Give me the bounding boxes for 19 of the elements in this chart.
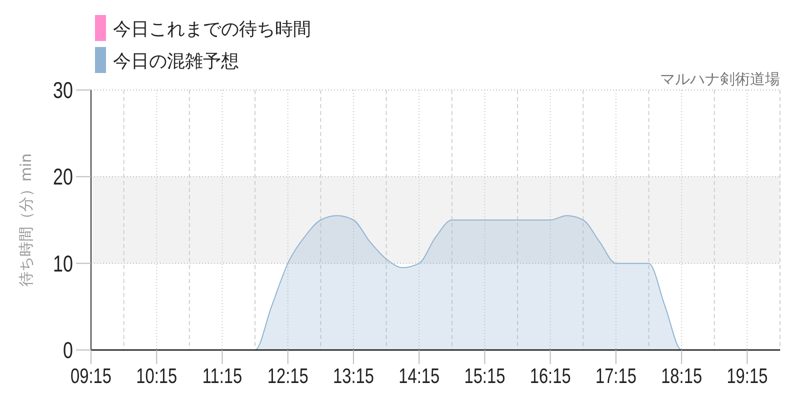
x-tick-label: 13:15 — [332, 364, 374, 388]
chart-subtitle: マルハナ剣術道場 — [660, 70, 780, 88]
legend-label: 今日の混雑予想 — [113, 51, 239, 72]
x-tick-label: 09:15 — [70, 364, 112, 388]
x-tick-label: 19:15 — [726, 364, 768, 388]
x-tick-label: 14:15 — [398, 364, 440, 388]
legend-label: 今日これまでの待ち時間 — [113, 19, 311, 40]
x-tick-label: 11:15 — [202, 364, 242, 388]
x-tick-label: 17:15 — [595, 364, 636, 388]
y-tick-label: 0 — [63, 338, 73, 364]
x-tick-label: 12:15 — [267, 364, 308, 388]
x-tick-label: 16:15 — [530, 364, 571, 388]
x-tick-label: 18:15 — [661, 364, 702, 388]
y-tick-label: 20 — [53, 164, 73, 190]
y-tick-label: 30 — [53, 78, 73, 104]
x-tick-label: 15:15 — [464, 364, 506, 388]
y-tick-label: 10 — [53, 251, 73, 277]
x-tick-label: 10:15 — [136, 364, 178, 388]
y-axis-title: 待ち時間（分）min — [17, 153, 35, 287]
